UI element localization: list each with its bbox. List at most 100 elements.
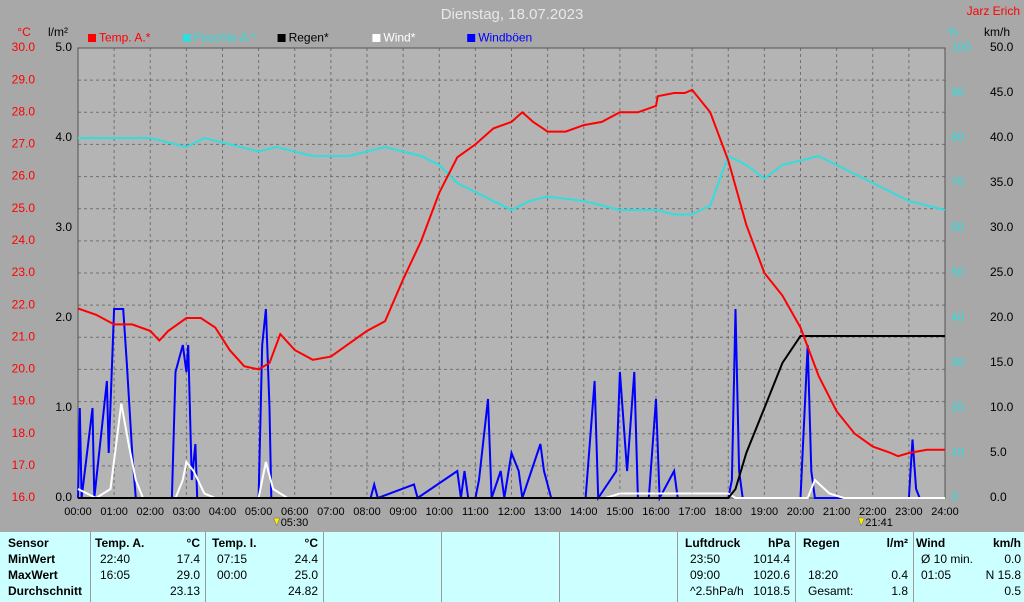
- x-tick-label: 01:00: [100, 506, 128, 518]
- x-tick-label: 23:00: [895, 506, 923, 518]
- x-tick-label: 12:00: [498, 506, 526, 518]
- y2-tick-label: 0.0: [55, 490, 72, 504]
- legend-label: Feuchte A.*: [194, 31, 256, 45]
- column-separator: [913, 532, 914, 602]
- table-cell: 01:05: [921, 568, 952, 582]
- x-tick-label: 00:00: [64, 506, 92, 518]
- table-cell: Temp. A.: [95, 536, 145, 550]
- column-separator: [441, 532, 442, 602]
- table-cell: Luftdruck: [685, 536, 741, 550]
- y2-tick-label: 4.0: [55, 130, 72, 144]
- x-tick-label: 04:00: [209, 506, 237, 518]
- sun-marker: [857, 517, 865, 527]
- x-tick-label: 22:00: [859, 506, 887, 518]
- series-line: [78, 335, 945, 499]
- column-separator: [677, 532, 678, 602]
- y-tick-label: 22.0: [12, 297, 36, 311]
- y-tick-label: 28.0: [12, 104, 36, 118]
- y3-tick-label: 50: [951, 265, 965, 279]
- x-tick-label: 13:00: [534, 506, 562, 518]
- y-tick-label: 24.0: [12, 233, 36, 247]
- x-tick-label: 21:00: [823, 506, 851, 518]
- table-cell: 16:05: [100, 568, 131, 582]
- author: Jarz Erich: [967, 4, 1020, 18]
- table-cell: MaxWert: [8, 568, 58, 582]
- table-cell: 23:50: [690, 552, 721, 566]
- y-tick-label: 19.0: [12, 394, 36, 408]
- y4-tick-label: 10.0: [990, 400, 1014, 414]
- y-tick-label: 25.0: [12, 201, 36, 215]
- y4-tick-label: 30.0: [990, 220, 1014, 234]
- y4-tick-label: 35.0: [990, 175, 1014, 189]
- table-cell: 07:15: [217, 552, 248, 566]
- table-cell: 0.4: [891, 568, 908, 582]
- y3-axis-unit: %: [948, 25, 959, 39]
- y-tick-label: 21.0: [12, 329, 36, 343]
- table-cell: 18:20: [808, 568, 839, 582]
- x-tick-label: 14:00: [570, 506, 598, 518]
- series-line: [78, 136, 946, 216]
- y3-tick-label: 30: [951, 355, 965, 369]
- table-cell: l/m²: [886, 536, 908, 550]
- table-cell: Temp. I.: [212, 536, 257, 550]
- table-cell: N 15.8: [985, 568, 1021, 582]
- y3-tick-label: 100: [951, 40, 971, 54]
- table-cell: 23.13: [169, 584, 200, 598]
- column-separator: [559, 532, 560, 602]
- table-cell: Wind: [916, 536, 946, 550]
- x-tick-label: 08:00: [353, 506, 381, 518]
- x-tick-label: 09:00: [389, 506, 417, 518]
- sun-marker: [273, 517, 281, 527]
- y4-tick-label: 50.0: [990, 40, 1014, 54]
- column-separator: [795, 532, 796, 602]
- table-cell: MinWert: [8, 552, 56, 566]
- y-tick-label: 27.0: [12, 137, 36, 151]
- table-cell: Ø 10 min.: [921, 552, 974, 566]
- legend-swatch: [182, 34, 191, 42]
- x-tick-label: 19:00: [751, 506, 779, 518]
- table-cell: Durchschnitt: [8, 584, 83, 598]
- y-tick-label: 17.0: [12, 458, 36, 472]
- y3-tick-label: 20: [951, 400, 965, 414]
- y-tick-label: 29.0: [12, 72, 36, 86]
- y-tick-label: 18.0: [12, 426, 36, 440]
- x-tick-label: 07:00: [317, 506, 345, 518]
- y4-tick-label: 15.0: [990, 355, 1014, 369]
- y4-tick-label: 0.0: [990, 490, 1007, 504]
- x-tick-label: 05:00: [245, 506, 273, 518]
- table-cell: 25.0: [294, 568, 318, 582]
- legend-swatch: [88, 34, 96, 42]
- table-cell: 0.0: [1004, 552, 1021, 566]
- table-cell: °C: [186, 536, 200, 550]
- y3-tick-label: 0: [951, 490, 958, 504]
- table-cell: 24.82: [287, 584, 318, 598]
- legend-swatch: [372, 34, 381, 42]
- y4-tick-label: 20.0: [990, 310, 1014, 324]
- annotation-label: 05:30: [281, 517, 309, 529]
- table-cell: 00:00: [217, 568, 248, 582]
- x-tick-label: 17:00: [678, 506, 706, 518]
- x-tick-label: 24:00: [931, 506, 959, 518]
- legend-swatch: [277, 34, 286, 42]
- table-cell: hPa: [767, 536, 790, 550]
- x-tick-label: 03:00: [173, 506, 201, 518]
- table-cell: Sensor: [8, 536, 49, 550]
- table-cell: 0.5: [1004, 584, 1021, 598]
- column-separator: [90, 532, 91, 602]
- table-cell: °C: [304, 536, 318, 550]
- table-cell: km/h: [992, 536, 1021, 550]
- table-cell: 09:00: [690, 568, 721, 582]
- x-tick-label: 16:00: [642, 506, 670, 518]
- legend-label: Wind*: [383, 31, 415, 45]
- legend-label: Windböen: [478, 31, 532, 45]
- y-tick-label: 20.0: [12, 362, 36, 376]
- y3-tick-label: 40: [951, 310, 965, 324]
- y-tick-label: 23.0: [12, 265, 36, 279]
- column-separator: [205, 532, 206, 602]
- table-cell: 1018.5: [753, 584, 790, 598]
- y3-tick-label: 60: [951, 220, 965, 234]
- stats-table: Sensor Temp. A. °C Temp. I. °C Luftdruck hPa Re…: [0, 532, 1024, 602]
- table-cell: 1.8: [891, 584, 908, 598]
- table-cell: Regen: [803, 536, 840, 550]
